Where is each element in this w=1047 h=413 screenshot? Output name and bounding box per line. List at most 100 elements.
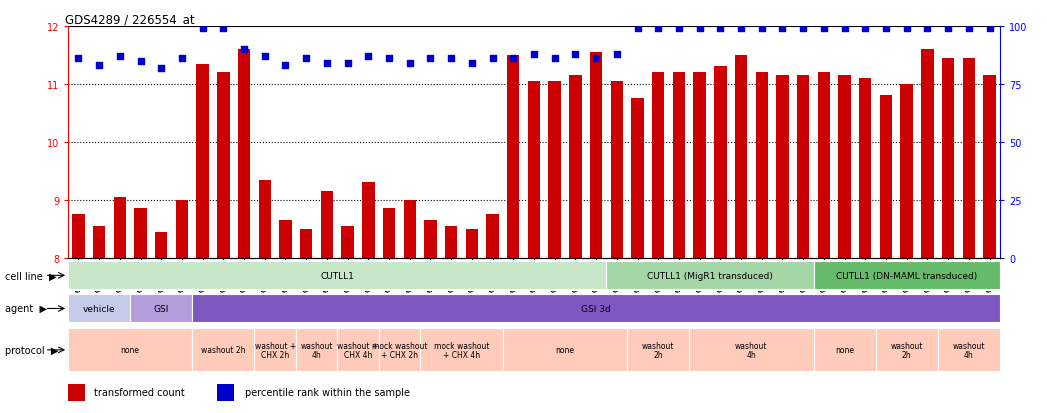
FancyBboxPatch shape: [68, 262, 606, 290]
Point: [132, 58, 149, 65]
Bar: [217, 384, 233, 401]
Bar: [466, 229, 478, 258]
Bar: [300, 229, 312, 258]
Text: percentile rank within the sample: percentile rank within the sample: [245, 387, 410, 397]
Text: washout
2h: washout 2h: [642, 341, 674, 359]
Point: [297, 56, 314, 62]
Text: CUTLL1 (DN-MAML transduced): CUTLL1 (DN-MAML transduced): [837, 271, 977, 280]
Text: transformed count: transformed count: [94, 387, 185, 397]
Text: GSI 3d: GSI 3d: [581, 304, 611, 313]
Bar: [68, 384, 85, 401]
Bar: [217, 73, 229, 258]
Point: [940, 26, 957, 33]
Bar: [114, 197, 126, 258]
FancyBboxPatch shape: [875, 329, 938, 371]
Text: washout
4h: washout 4h: [735, 341, 767, 359]
Text: CUTLL1 (MigR1 transduced): CUTLL1 (MigR1 transduced): [647, 271, 773, 280]
FancyBboxPatch shape: [337, 329, 379, 371]
FancyBboxPatch shape: [296, 329, 337, 371]
Bar: [818, 73, 830, 258]
Text: mock washout
+ CHX 2h: mock washout + CHX 2h: [372, 341, 427, 359]
Point: [733, 26, 750, 33]
Bar: [487, 215, 498, 258]
Bar: [860, 79, 871, 258]
FancyBboxPatch shape: [193, 329, 254, 371]
Bar: [93, 226, 106, 258]
Text: none: none: [556, 346, 575, 354]
Point: [526, 51, 542, 58]
Point: [257, 54, 273, 60]
Text: cell line  ▶: cell line ▶: [4, 271, 57, 281]
Point: [443, 56, 460, 62]
Bar: [238, 50, 250, 258]
Bar: [879, 96, 892, 258]
Point: [691, 26, 708, 33]
Bar: [589, 53, 602, 258]
Point: [381, 56, 398, 62]
Bar: [756, 73, 767, 258]
Bar: [983, 76, 996, 258]
Bar: [714, 67, 727, 258]
Point: [960, 26, 977, 33]
Point: [981, 26, 998, 33]
FancyBboxPatch shape: [379, 329, 420, 371]
Point: [712, 26, 729, 33]
Point: [547, 56, 563, 62]
Bar: [445, 226, 458, 258]
FancyBboxPatch shape: [68, 295, 130, 323]
Point: [111, 54, 128, 60]
Text: GDS4289 / 226554_at: GDS4289 / 226554_at: [65, 13, 195, 26]
Text: none: none: [836, 346, 854, 354]
Text: mock washout
+ CHX 4h: mock washout + CHX 4h: [433, 341, 489, 359]
Bar: [424, 221, 437, 258]
Bar: [134, 209, 147, 258]
Point: [153, 65, 170, 72]
Bar: [631, 99, 644, 258]
Bar: [921, 50, 934, 258]
Point: [484, 56, 500, 62]
Bar: [610, 82, 623, 258]
Point: [587, 56, 604, 62]
Point: [837, 26, 853, 33]
Point: [877, 26, 894, 33]
Point: [670, 26, 687, 33]
Point: [856, 26, 873, 33]
Text: washout +
CHX 2h: washout + CHX 2h: [254, 341, 295, 359]
Bar: [735, 56, 748, 258]
Bar: [942, 59, 954, 258]
FancyBboxPatch shape: [606, 262, 814, 290]
Text: agent  ▶: agent ▶: [4, 304, 47, 314]
Point: [816, 26, 832, 33]
Bar: [320, 192, 333, 258]
Point: [318, 61, 335, 67]
Point: [195, 26, 211, 33]
FancyBboxPatch shape: [503, 329, 627, 371]
Text: vehicle: vehicle: [83, 304, 115, 313]
Point: [174, 56, 191, 62]
Text: washout
4h: washout 4h: [953, 341, 985, 359]
FancyBboxPatch shape: [689, 329, 814, 371]
Text: washout
2h: washout 2h: [890, 341, 923, 359]
Point: [277, 63, 294, 69]
Bar: [197, 64, 208, 258]
Bar: [383, 209, 395, 258]
Text: GSI: GSI: [154, 304, 169, 313]
Point: [360, 54, 377, 60]
Point: [422, 56, 439, 62]
Bar: [528, 82, 540, 258]
Bar: [280, 221, 292, 258]
Bar: [693, 73, 706, 258]
FancyBboxPatch shape: [254, 329, 296, 371]
Text: none: none: [120, 346, 139, 354]
Point: [464, 61, 481, 67]
FancyBboxPatch shape: [938, 329, 1000, 371]
Bar: [549, 82, 561, 258]
Bar: [839, 76, 851, 258]
Point: [608, 51, 625, 58]
FancyBboxPatch shape: [193, 295, 1000, 323]
Point: [91, 63, 108, 69]
Bar: [341, 226, 354, 258]
FancyBboxPatch shape: [814, 329, 875, 371]
Bar: [176, 200, 188, 258]
Point: [401, 61, 418, 67]
